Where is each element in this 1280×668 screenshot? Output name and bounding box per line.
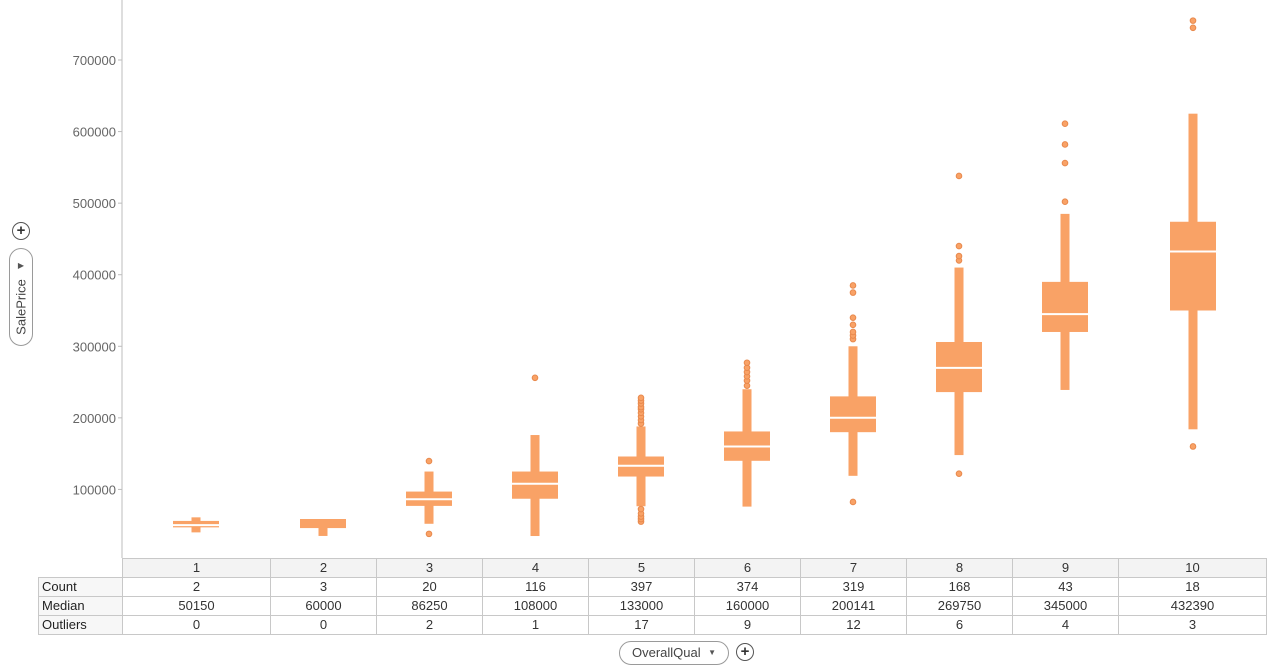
y-axis-label: SalePrice [13,279,29,335]
y-tick-label: 200000 [73,411,116,426]
outlier-point [1061,141,1069,148]
table-cell: 3 [270,577,377,597]
outlier-point [849,321,857,329]
table-cell: 397 [588,577,695,597]
column-header: 8 [906,558,1013,578]
dropdown-arrow-icon: ▼ [708,648,716,657]
outlier-point [637,394,645,402]
statistics-table: 1 2 3 4 5 6 7 8 9 10 Count 2 3 20 116 39… [38,558,1267,635]
table-cell: 200141 [800,596,907,616]
table-cell: 168 [906,577,1013,597]
outlier-point [955,252,963,260]
x-axis-label: OverallQual [632,645,701,660]
column-header: 10 [1118,558,1267,578]
column-header: 5 [588,558,695,578]
table-cell: 319 [800,577,907,597]
outlier-point [955,242,963,250]
column-header: 1 [122,558,271,578]
outlier-point [743,359,751,367]
table-cell: 374 [694,577,801,597]
outlier-point [1189,17,1197,24]
table-cell: 50150 [122,596,271,616]
add-y-axis-button[interactable]: + [12,222,30,240]
table-cell: 108000 [482,596,589,616]
table-cell: 345000 [1012,596,1119,616]
outlier-point [849,498,857,506]
table-header-row: 1 2 3 4 5 6 7 8 9 10 [38,558,1267,578]
column-header: 2 [270,558,377,578]
row-label: Median [38,596,123,616]
column-header: 6 [694,558,801,578]
column-header: 9 [1012,558,1119,578]
outlier-point [1189,24,1197,32]
boxplot-chart: 100000 200000 300000 400000 500000 600000 7000… [73,0,1216,558]
table-cell: 18 [1118,577,1267,597]
outlier-point [849,282,857,289]
table-cell: 160000 [694,596,801,616]
y-tick-label: 400000 [73,268,116,283]
box [300,518,346,529]
outlier-point [1061,159,1069,167]
outlier-point [1189,443,1197,450]
outlier-point [637,505,645,513]
outlier-point [849,328,857,336]
table-cell: 133000 [588,596,695,616]
table-cell: 43 [1012,577,1119,597]
y-tick-label: 500000 [73,196,116,211]
outlier-point [849,314,857,321]
table-cell: 1 [482,615,589,635]
outlier-point [955,470,963,477]
x-axis-selector[interactable]: OverallQual ▼ [619,641,729,665]
outlier-point [849,289,857,296]
table-cell: 0 [270,615,377,635]
box [512,471,558,499]
column-header: 7 [800,558,907,578]
table-cell: 2 [376,615,483,635]
table-cell: 9 [694,615,801,635]
table-cell: 6 [906,615,1013,635]
row-label: Outliers [38,615,123,635]
table-cell: 3 [1118,615,1267,635]
table-cell: 2 [122,577,271,597]
y-axis-selector[interactable]: ▶ SalePrice [9,248,33,346]
table-cell: 432390 [1118,596,1267,616]
box [1042,281,1088,332]
column-header: 4 [482,558,589,578]
outlier-point [425,530,433,538]
table-row-count: Count 2 3 20 116 397 374 319 168 43 18 [38,577,1267,597]
table-corner [38,558,123,578]
expand-arrow-icon: ▶ [17,261,25,270]
table-row-median: Median 50150 60000 86250 108000 133000 1… [38,596,1267,616]
y-tick-label: 300000 [73,339,116,354]
box [830,396,876,433]
outlier-point [955,172,963,180]
table-row-outliers: Outliers 0 0 2 1 17 9 12 6 4 3 [38,615,1267,635]
y-tick-label: 700000 [73,53,116,68]
row-label: Count [38,577,123,597]
column-header: 3 [376,558,483,578]
y-tick-label: 100000 [73,482,116,497]
table-cell: 86250 [376,596,483,616]
table-cell: 116 [482,577,589,597]
box [1170,221,1216,311]
table-cell: 60000 [270,596,377,616]
table-cell: 17 [588,615,695,635]
outlier-point [1061,198,1069,206]
table-cell: 0 [122,615,271,635]
table-cell: 4 [1012,615,1119,635]
table-cell: 12 [800,615,907,635]
outlier-point [1061,120,1069,127]
add-x-axis-button[interactable]: + [736,643,754,661]
outlier-point [425,457,433,465]
table-cell: 269750 [906,596,1013,616]
outlier-point [531,374,539,382]
y-tick-label: 600000 [73,125,116,140]
table-cell: 20 [376,577,483,597]
